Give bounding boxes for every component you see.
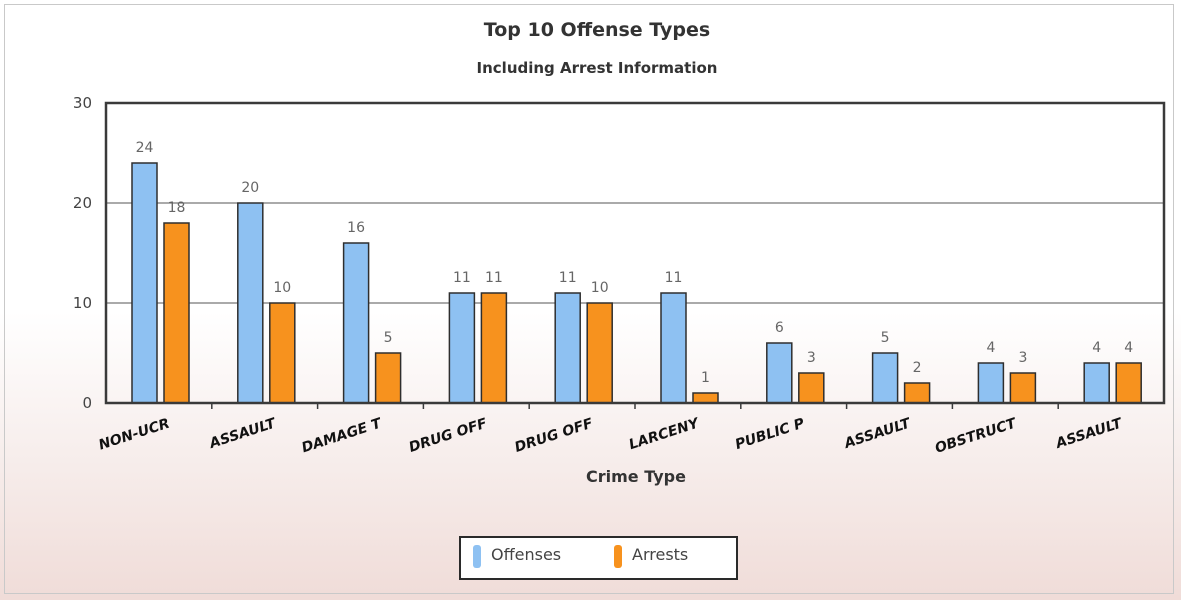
y-tick-label: 20 — [73, 194, 92, 212]
x-tick-label: OBSTRUCT — [933, 415, 1019, 457]
bar-offenses — [660, 292, 687, 404]
data-label-arrests: 4 — [1124, 340, 1133, 356]
bar-arrests — [374, 352, 402, 404]
bar-offenses — [977, 362, 1005, 404]
x-tick-label: DRUG OFF — [407, 415, 490, 455]
bar-arrests — [692, 392, 719, 404]
legend-box — [459, 536, 738, 580]
bar-offenses — [1083, 362, 1110, 404]
bar-arrests — [480, 292, 508, 404]
data-label-offenses: 11 — [665, 270, 683, 286]
bars — [131, 162, 1142, 404]
data-label-arrests: 3 — [807, 350, 816, 366]
bar-offenses — [448, 292, 476, 404]
data-label-arrests: 2 — [913, 360, 922, 376]
data-label-offenses: 16 — [347, 220, 365, 236]
bar-offenses — [554, 292, 581, 404]
y-tick-label: 0 — [82, 394, 92, 412]
x-axis-ticks: NON-UCR ASSAULT DAMAGE T DRUG OFF DRUG OFF LA… — [97, 403, 1125, 457]
chart-subtitle: Including Arrest Information — [477, 59, 718, 77]
x-tick-label: PUBLIC P — [733, 415, 807, 453]
bar-offenses — [871, 352, 899, 404]
bar-arrests — [1009, 372, 1037, 404]
data-label-offenses: 11 — [559, 270, 577, 286]
bar-arrests — [269, 302, 296, 404]
bar-arrests — [586, 302, 613, 404]
data-label-arrests: 1 — [701, 370, 710, 386]
chart-title: Top 10 Offense Types — [484, 19, 710, 41]
data-label-arrests: 5 — [384, 330, 393, 346]
legend-label-arrests: Arrests — [632, 545, 688, 564]
data-label-arrests: 3 — [1018, 350, 1027, 366]
legend-label-offenses: Offenses — [491, 545, 561, 564]
x-tick-label: ASSAULT — [842, 415, 914, 452]
bar-arrests — [1115, 362, 1142, 404]
y-axis-ticks: 0 10 20 30 — [73, 94, 92, 412]
data-label-arrests: 11 — [485, 270, 503, 286]
x-tick-label: DAMAGE T — [300, 415, 385, 456]
y-tick-label: 30 — [73, 94, 92, 112]
data-label-offenses: 11 — [453, 270, 471, 286]
data-label-arrests: 10 — [591, 280, 609, 296]
data-label-offenses: 4 — [986, 340, 995, 356]
x-tick-label: DRUG OFF — [513, 415, 596, 455]
data-label-offenses: 4 — [1092, 340, 1101, 356]
legend-swatch-offenses — [473, 545, 481, 568]
bar-offenses — [342, 242, 370, 404]
data-label-offenses: 5 — [881, 330, 890, 346]
data-label-offenses: 6 — [775, 320, 784, 336]
legend: Offenses Arrests — [459, 536, 738, 580]
bar-offenses — [237, 202, 264, 404]
chart-frame — [4, 4, 1174, 594]
x-tick-label: LARCENY — [627, 415, 702, 453]
bar-arrests — [163, 222, 190, 404]
bar-arrests — [903, 382, 931, 404]
x-tick-label: NON-UCR — [97, 416, 172, 454]
data-label-arrests: 18 — [168, 200, 186, 216]
x-tick-label: ASSAULT — [1053, 415, 1125, 452]
bar-offenses — [766, 342, 793, 404]
x-tick-label: ASSAULT — [207, 415, 279, 452]
data-label-offenses: 24 — [136, 140, 154, 156]
legend-swatch-arrests — [614, 545, 622, 568]
data-label-offenses: 20 — [241, 180, 259, 196]
data-label-arrests: 10 — [273, 280, 291, 296]
bar-arrests — [798, 372, 825, 404]
x-axis-label: Crime Type — [586, 467, 686, 486]
y-tick-label: 10 — [73, 294, 92, 312]
bar-offenses — [131, 162, 158, 404]
gridlines — [106, 202, 1164, 304]
plot-area-border — [104, 101, 1166, 405]
